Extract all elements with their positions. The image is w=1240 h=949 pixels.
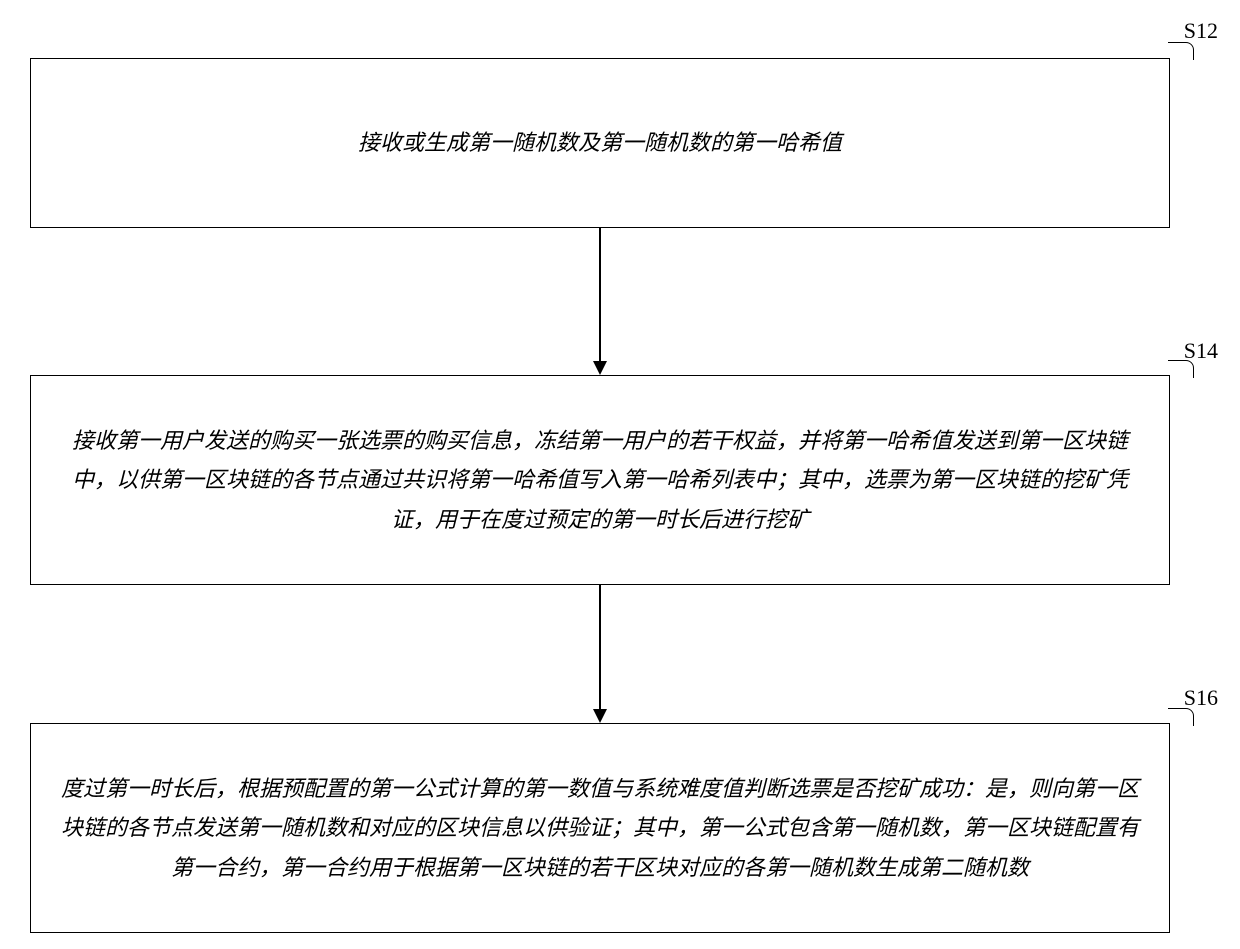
step-text-s14: 接收第一用户发送的购买一张选票的购买信息，冻结第一用户的若干权益，并将第一哈希值… xyxy=(61,421,1139,540)
step-text-s16: 度过第一时长后，根据预配置的第一公式计算的第一数值与系统难度值判断选票是否挖矿成… xyxy=(61,769,1139,888)
label-connector-s12 xyxy=(1168,42,1194,60)
step-label-s16: S16 xyxy=(1184,685,1218,711)
arrow-head-2 xyxy=(593,709,607,723)
step-label-s12: S12 xyxy=(1184,18,1218,44)
arrow-head-1 xyxy=(593,361,607,375)
step-box-s12: 接收或生成第一随机数及第一随机数的第一哈希值 xyxy=(30,58,1170,228)
arrow-line-2 xyxy=(599,585,601,709)
step-label-s14: S14 xyxy=(1184,338,1218,364)
step-text-s12: 接收或生成第一随机数及第一随机数的第一哈希值 xyxy=(358,123,842,163)
arrow-line-1 xyxy=(599,228,601,361)
step-box-s16: 度过第一时长后，根据预配置的第一公式计算的第一数值与系统难度值判断选票是否挖矿成… xyxy=(30,723,1170,933)
flowchart-container: S12 接收或生成第一随机数及第一随机数的第一哈希值 S14 接收第一用户发送的… xyxy=(0,0,1240,949)
step-box-s14: 接收第一用户发送的购买一张选票的购买信息，冻结第一用户的若干权益，并将第一哈希值… xyxy=(30,375,1170,585)
